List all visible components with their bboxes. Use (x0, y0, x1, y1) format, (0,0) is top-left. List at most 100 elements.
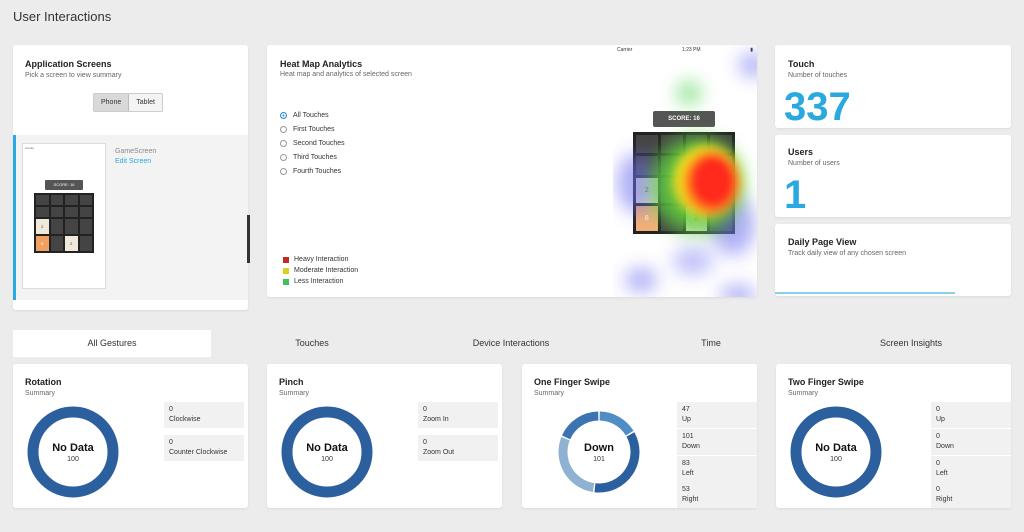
count-left: 0 Left (931, 456, 1011, 482)
two-finger-swipe-card: Two Finger Swipe Summary No Data 100 0 Up… (776, 364, 1011, 508)
donut-ring (558, 411, 640, 493)
option-all-touches[interactable]: All Touches (280, 112, 329, 119)
scrollbar[interactable] (247, 215, 250, 263)
legend-moderate: Moderate Interaction (283, 267, 358, 274)
radio-icon (280, 168, 287, 175)
game-tile (50, 195, 63, 205)
screen-name: GameScreen (115, 148, 157, 155)
game-tile (79, 219, 92, 234)
touch-card: Touch Number of touches 337 (775, 45, 1011, 129)
donut-value: 100 (830, 455, 842, 463)
count-clockwise: 0 Clockwise (164, 402, 244, 428)
tab-device-interactions[interactable]: Device Interactions (472, 338, 550, 348)
option-third-touches[interactable]: Third Touches (280, 154, 337, 161)
daily-chart-line (775, 292, 955, 294)
game-tile: 8 (36, 236, 49, 251)
game-tile (79, 236, 92, 251)
device-toggle: Phone Tablet (93, 93, 163, 112)
heat-map-subtitle: Heat map and analytics of selected scree… (280, 71, 412, 78)
one-finger-swipe-donut: Down 101 (549, 402, 649, 502)
daily-subtitle: Track daily view of any chosen screen (788, 250, 907, 257)
game-tile (636, 135, 658, 154)
app-screens-title: Application Screens (25, 59, 112, 69)
battery-icon: ▮ (750, 47, 753, 53)
phone-toggle-button[interactable]: Phone (94, 94, 130, 111)
page-title: User Interactions (13, 9, 112, 24)
touch-title: Touch (788, 59, 815, 69)
game-tile (79, 195, 92, 205)
gesture-title: Two Finger Swipe (788, 377, 864, 387)
gesture-title: One Finger Swipe (534, 377, 611, 387)
pinch-card: Pinch Summary No Data 100 0 Zoom In 0 Zoom… (267, 364, 502, 508)
touch-subtitle: Number of touches (788, 72, 848, 79)
tab-touches[interactable]: Touches (295, 338, 329, 348)
legend-heavy: Heavy Interaction (283, 256, 348, 263)
gesture-title: Rotation (25, 377, 62, 387)
count-right: 53 Right (677, 482, 757, 508)
radio-icon (280, 112, 287, 119)
touch-count: 337 (784, 85, 851, 129)
gesture-subtitle: Summary (788, 390, 818, 397)
daily-page-view-card: Daily Page View Track daily view of any … (775, 224, 1011, 296)
legend-less: Less Interaction (283, 278, 343, 285)
heat-map-phone-preview: Carrier 1:23 PM ▮ SCORE: 16 282 (613, 45, 757, 297)
radio-icon (280, 126, 287, 133)
donut-value: 100 (321, 455, 333, 463)
radio-icon (280, 154, 287, 161)
gesture-subtitle: Summary (25, 390, 55, 397)
game-tile (65, 219, 78, 234)
phone-score: SCORE: 16 (653, 111, 715, 127)
donut-value: 100 (67, 455, 79, 463)
edit-screen-link[interactable]: Edit Screen (115, 158, 152, 165)
rotation-card: Rotation Summary No Data 100 0 Clockwise … (13, 364, 248, 508)
heat-overlay (617, 53, 757, 297)
heat-map-title: Heat Map Analytics (280, 59, 363, 69)
daily-title: Daily Page View (788, 237, 857, 247)
tab-screen-insights[interactable]: Screen Insights (879, 338, 943, 348)
donut-ring (281, 406, 373, 498)
heat-map-card: Heat Map Analytics Heat map and analytic… (267, 45, 757, 297)
tablet-toggle-button[interactable]: Tablet (129, 94, 162, 111)
pinch-donut: No Data 100 (277, 402, 377, 502)
option-first-touches[interactable]: First Touches (280, 126, 335, 133)
game-tile (65, 207, 78, 217)
count-counter-clockwise: 0 Counter Clockwise (164, 435, 244, 461)
donut-ring (27, 406, 119, 498)
donut-label: No Data (306, 441, 348, 454)
count-zoom-in: 0 Zoom In (418, 402, 498, 428)
users-subtitle: Number of users (788, 160, 840, 167)
phone-carrier: Carrier (617, 47, 633, 53)
game-tile: 2 (36, 219, 49, 234)
tab-all-gestures[interactable]: All Gestures (13, 330, 211, 357)
donut-segment-right (561, 411, 599, 440)
option-fourth-touches[interactable]: Fourth Touches (280, 168, 341, 175)
count-up: 0 Up (931, 402, 1011, 428)
users-count: 1 (784, 173, 807, 217)
game-tile (50, 207, 63, 217)
count-right: 0 Right (931, 482, 1011, 508)
app-screens-subtitle: Pick a screen to view summary (25, 72, 122, 79)
thumb-game-grid: 2 8 2 (34, 193, 94, 253)
option-second-touches[interactable]: Second Touches (280, 140, 345, 147)
game-tile (50, 236, 63, 251)
game-tile: 2 (65, 236, 78, 251)
game-tile (50, 219, 63, 234)
donut-ring (790, 406, 882, 498)
count-left: 83 Left (677, 456, 757, 482)
screen-list-item[interactable]: Carrier SCORE: 16 2 8 2 GameScreen Edit Sc… (13, 135, 250, 300)
game-tile (36, 195, 49, 205)
donut-label: Down (584, 441, 614, 454)
count-zoom-out: 0 Zoom Out (418, 435, 498, 461)
phone-time: 1:23 PM (681, 47, 701, 53)
thumb-score: SCORE: 16 (45, 180, 83, 190)
screen-thumbnail[interactable]: Carrier SCORE: 16 2 8 2 (22, 143, 106, 289)
count-down: 101 Down (677, 429, 757, 455)
donut-segment-up (599, 411, 634, 436)
donut-segment-down (594, 432, 640, 493)
game-tile (36, 207, 49, 217)
donut-label: No Data (815, 441, 857, 454)
gesture-title: Pinch (279, 377, 304, 387)
tab-time[interactable]: Time (701, 338, 721, 348)
one-finger-swipe-card: One Finger Swipe Summary Down 101 47 Up 1… (522, 364, 757, 508)
gesture-subtitle: Summary (534, 390, 564, 397)
